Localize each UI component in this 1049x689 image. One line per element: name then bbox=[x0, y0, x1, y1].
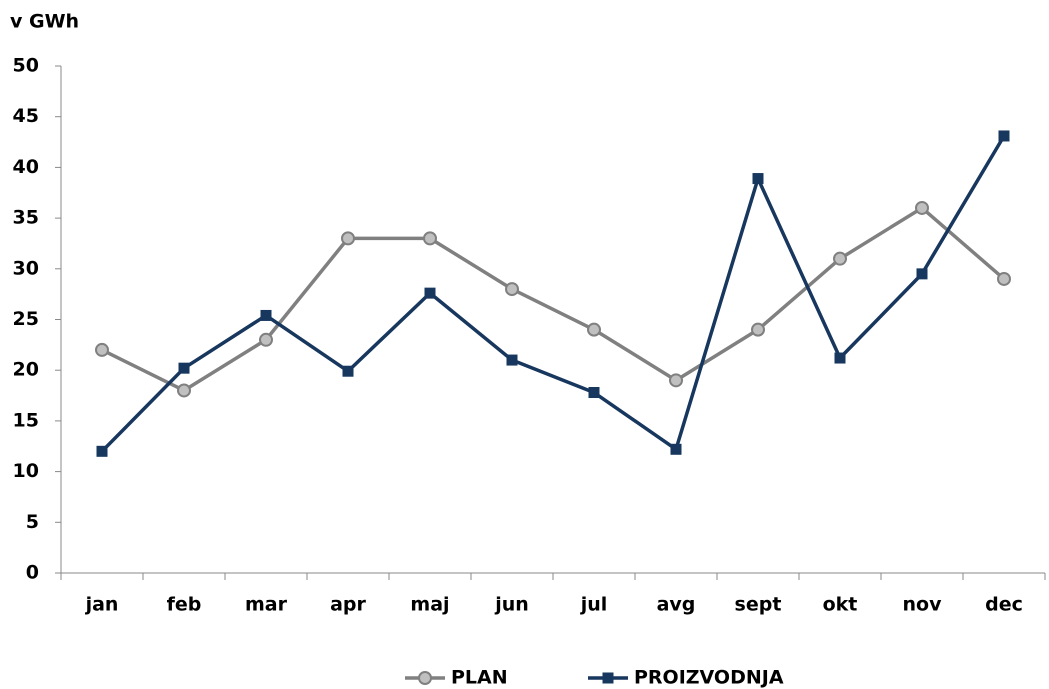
point bbox=[341, 231, 355, 246]
point bbox=[834, 352, 846, 364]
point bbox=[424, 287, 436, 299]
y-tick-label: 45 bbox=[13, 105, 39, 127]
point bbox=[916, 268, 928, 280]
point bbox=[259, 332, 273, 347]
x-tick-label: maj bbox=[410, 594, 449, 616]
legend-marker bbox=[602, 672, 614, 684]
point bbox=[178, 362, 190, 374]
y-tick-label: 20 bbox=[13, 359, 39, 381]
x-tick-label: okt bbox=[823, 594, 858, 616]
point bbox=[833, 251, 847, 266]
point bbox=[506, 354, 518, 366]
point bbox=[915, 200, 929, 215]
point bbox=[670, 443, 682, 455]
y-tick-label: 40 bbox=[13, 156, 39, 178]
point bbox=[423, 231, 437, 246]
x-tick-label: jun bbox=[494, 594, 529, 616]
point bbox=[752, 173, 764, 185]
x-tick-label: jul bbox=[580, 594, 608, 616]
y-tick-label: 25 bbox=[13, 308, 39, 330]
point bbox=[260, 309, 272, 321]
series-line bbox=[100, 135, 1006, 453]
point bbox=[669, 373, 683, 388]
point bbox=[96, 445, 108, 457]
x-tick-label: apr bbox=[330, 594, 366, 616]
y-axis-label: v GWh bbox=[10, 11, 79, 33]
point bbox=[587, 322, 601, 337]
point bbox=[998, 130, 1010, 142]
y-tick-label: 0 bbox=[26, 562, 39, 584]
y-tick-label: 15 bbox=[13, 409, 39, 431]
point bbox=[751, 322, 765, 337]
y-tick-label: 30 bbox=[13, 257, 39, 279]
x-tick-label: feb bbox=[167, 594, 202, 616]
y-tick-label: 5 bbox=[26, 511, 39, 533]
y-tick-label: 50 bbox=[13, 55, 39, 77]
point bbox=[997, 271, 1011, 286]
legend-label: PROIZVODNJA bbox=[634, 667, 784, 689]
x-tick-label: sept bbox=[735, 594, 782, 616]
x-tick-label: avg bbox=[657, 594, 696, 616]
point bbox=[588, 387, 600, 399]
legend-label: PLAN bbox=[451, 667, 508, 689]
x-tick-label: jan bbox=[85, 594, 119, 616]
x-tick-label: nov bbox=[903, 594, 943, 616]
point bbox=[342, 365, 354, 377]
x-tick-label: mar bbox=[245, 594, 288, 616]
point bbox=[95, 342, 109, 357]
x-tick-label: dec bbox=[985, 594, 1023, 616]
series-line bbox=[101, 206, 1006, 393]
y-tick-label: 35 bbox=[13, 207, 39, 229]
y-tick-label: 10 bbox=[13, 460, 39, 482]
point bbox=[505, 282, 519, 297]
point bbox=[177, 383, 191, 398]
legend-marker bbox=[418, 671, 432, 685]
